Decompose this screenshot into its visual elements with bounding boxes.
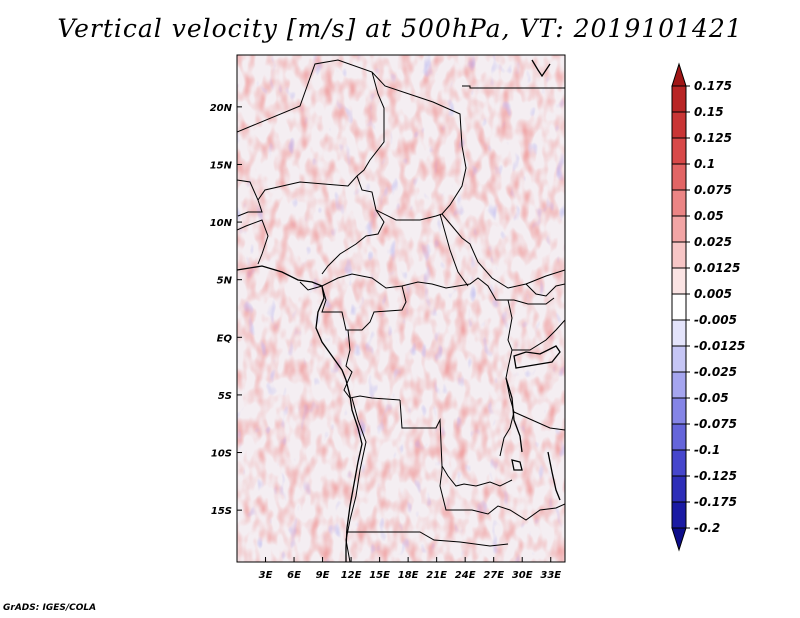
border-niger-chad xyxy=(257,71,385,201)
colorbar-level-label: 0.05 xyxy=(694,209,724,223)
colorbar-level-label: 0.075 xyxy=(694,183,732,197)
longitude-axis: 3E 6E 9E 12E 15E 18E 21E 24E 27E 30E 33E xyxy=(259,557,561,581)
lat-label: 15S xyxy=(211,506,232,517)
border-west-africa-1 xyxy=(237,179,263,217)
colorbar-swatch xyxy=(671,215,687,243)
map-area xyxy=(236,54,566,563)
colorbar-level-label: 0.0125 xyxy=(694,261,740,275)
atlantic-coastline xyxy=(237,265,363,562)
colorbar-level-label: -0.1 xyxy=(694,443,720,457)
colorbar: 0.175 0.15 0.125 0.1 0.075 0.05 0.025 0.0125 0.0… xyxy=(671,62,745,552)
colorbar-swatch xyxy=(671,501,687,529)
colorbar-level-label: -0.05 xyxy=(694,391,729,405)
map-title: Vertical velocity [m/s] at 500hPa, VT: 2… xyxy=(57,14,743,43)
lat-label: 15N xyxy=(210,160,233,171)
colorbar-level-label: 0.175 xyxy=(694,79,732,93)
colorbar-level-label: -0.2 xyxy=(694,521,720,535)
colorbar-swatch xyxy=(671,85,687,113)
lake-tanganyika xyxy=(505,377,523,453)
border-angola-drc xyxy=(399,399,513,487)
lon-label: 6E xyxy=(287,570,301,581)
lon-label: 21E xyxy=(426,570,447,581)
colorbar-swatch xyxy=(671,267,687,295)
lon-label: 3E xyxy=(259,570,273,581)
colorbar-swatch xyxy=(671,423,687,451)
vertical-velocity-field xyxy=(237,55,565,562)
colorbar-swatch xyxy=(671,449,687,477)
lon-label: 24E xyxy=(455,570,476,581)
lat-label: 10N xyxy=(210,218,233,229)
colorbar-swatch xyxy=(671,475,687,503)
lon-label: 33E xyxy=(540,570,561,581)
country-borders xyxy=(237,59,565,562)
red-sea-coast xyxy=(531,59,551,78)
border-uganda-north xyxy=(525,283,565,297)
colorbar-swatch xyxy=(671,397,687,425)
colorbar-level-label: 0.025 xyxy=(694,235,732,249)
border-west-africa-2 xyxy=(237,219,269,265)
border-congo-angola xyxy=(343,329,401,401)
lat-label: EQ xyxy=(217,333,233,344)
border-congo-gabon xyxy=(321,285,407,331)
lake-victoria xyxy=(513,345,561,369)
colorbar-level-label: -0.175 xyxy=(694,495,737,509)
lat-label: 5N xyxy=(217,276,233,287)
colorbar-swatch xyxy=(671,293,687,321)
lat-label: 10S xyxy=(211,449,232,460)
colorbar-level-label: -0.075 xyxy=(694,417,737,431)
border-chad-sudan xyxy=(375,209,565,289)
colorbar-swatch xyxy=(671,137,687,165)
colorbar-top-arrow xyxy=(671,62,687,87)
lon-label: 30E xyxy=(512,570,533,581)
lake-mweru xyxy=(511,459,523,471)
colorbar-level-label: 0.005 xyxy=(694,287,732,301)
colorbar-level-label: -0.005 xyxy=(694,313,737,327)
map-frame xyxy=(236,54,566,563)
colorbar-swatch xyxy=(671,319,687,347)
lon-label: 12E xyxy=(341,570,362,581)
colorbar-swatch xyxy=(671,241,687,269)
grads-credit: GrADS: IGES/COLA xyxy=(3,603,97,613)
border-chad-cameroon xyxy=(321,175,385,275)
colorbar-level-label: 0.125 xyxy=(694,131,732,145)
border-tanzania xyxy=(513,411,565,431)
colorbar-swatch xyxy=(671,345,687,373)
lon-label: 9E xyxy=(316,570,330,581)
colorbar-level-label: -0.125 xyxy=(694,469,737,483)
lon-label: 27E xyxy=(483,570,504,581)
border-egypt-sudan xyxy=(462,85,565,89)
lon-label: 18E xyxy=(398,570,419,581)
border-namibia xyxy=(346,531,509,547)
border-car-drc xyxy=(299,273,555,305)
border-sahara xyxy=(237,59,467,215)
border-zambia xyxy=(439,466,565,521)
colorbar-swatch xyxy=(671,371,687,399)
lat-label: 20N xyxy=(210,103,233,114)
colorbar-swatch xyxy=(671,163,687,191)
colorbar-swatch xyxy=(671,111,687,139)
border-sudan-south xyxy=(439,213,469,287)
lat-label: 5S xyxy=(218,391,232,402)
border-uganda-kenya xyxy=(512,319,565,351)
latitude-axis: 20N 15N 10N 5N EQ 5S 10S 15S xyxy=(210,103,242,517)
lake-malawi xyxy=(547,451,561,501)
colorbar-level-label: -0.0125 xyxy=(694,339,745,353)
colorbar-level-label: -0.025 xyxy=(694,365,737,379)
colorbar-level-label: 0.1 xyxy=(694,157,715,171)
coastlines xyxy=(237,59,561,562)
lon-label: 15E xyxy=(369,570,390,581)
colorbar-bottom-arrow xyxy=(671,527,687,552)
colorbar-level-label: 0.15 xyxy=(694,105,724,119)
colorbar-swatch xyxy=(671,189,687,217)
